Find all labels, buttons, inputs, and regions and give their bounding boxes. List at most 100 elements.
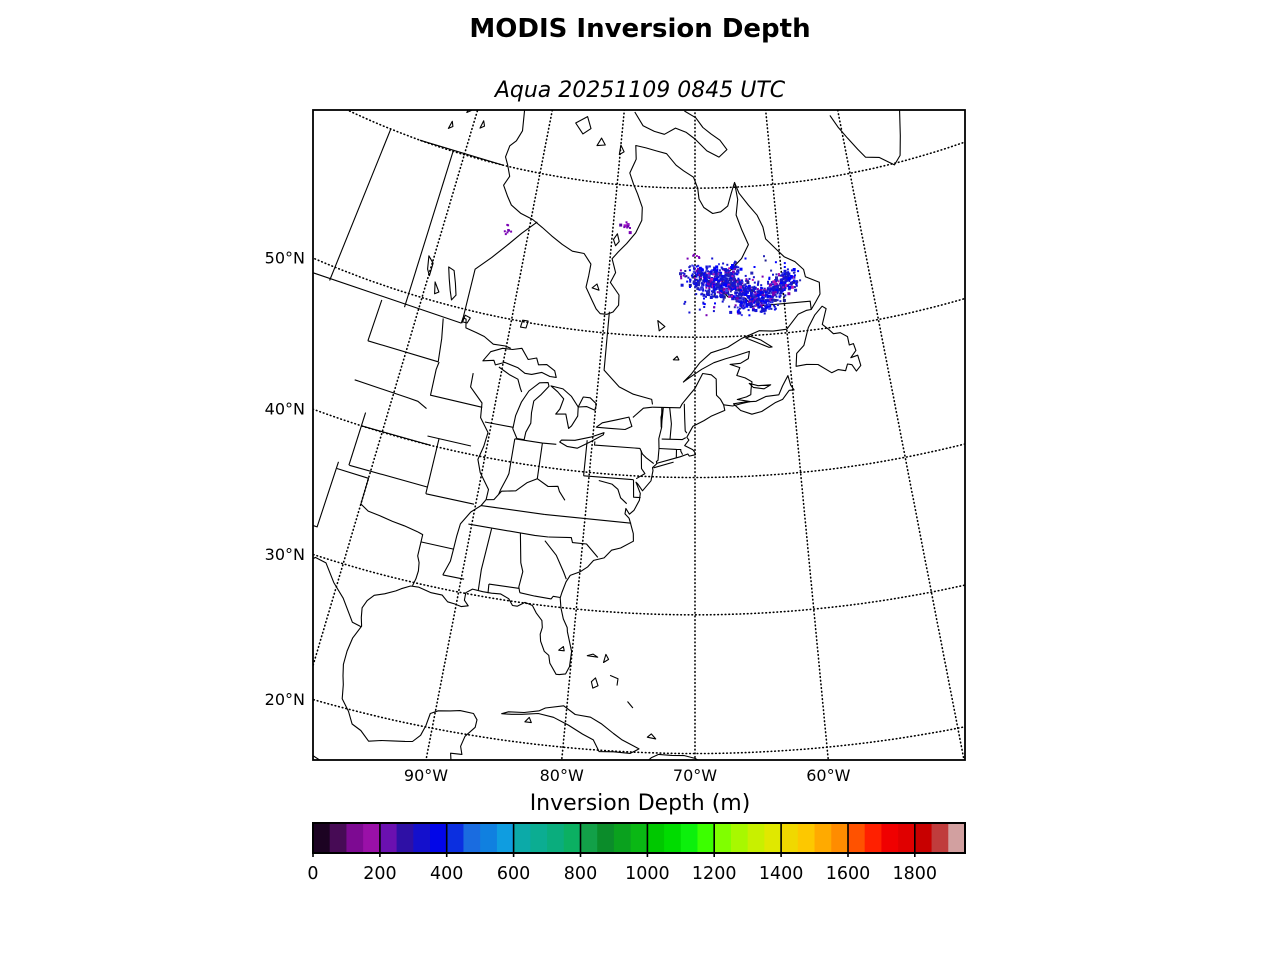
data-pixel [698, 276, 701, 278]
data-pixel [719, 287, 723, 291]
data-pixel [703, 273, 706, 276]
data-pixel [744, 283, 747, 286]
data-pixel [729, 286, 732, 289]
data-pixel [758, 299, 761, 302]
data-pixel [724, 273, 727, 276]
data-pixel [718, 269, 721, 272]
coastline-or-border [544, 513, 632, 524]
data-pixel [719, 294, 723, 298]
colorbar-segment [764, 823, 782, 853]
data-pixel [733, 287, 736, 290]
colorbar-segment [814, 823, 832, 853]
data-pixel [761, 293, 764, 296]
meridian-90W [425, 110, 554, 760]
data-pixel [784, 294, 787, 297]
data-pixel [699, 278, 702, 281]
data-pixel [760, 286, 763, 289]
data-pixel [712, 283, 715, 286]
data-pixel [709, 270, 712, 273]
data-pixel [718, 273, 721, 276]
lake-or-island [462, 314, 471, 324]
data-pixel [770, 281, 773, 284]
data-pixel [761, 295, 764, 298]
data-pixel [722, 288, 725, 291]
meridian-50W [836, 110, 965, 760]
data-pixel [727, 293, 730, 296]
data-pixel [695, 278, 698, 281]
data-pixel [733, 272, 736, 275]
data-pixel [753, 281, 756, 284]
data-pixel [779, 274, 782, 277]
data-pixel [700, 268, 704, 272]
data-pixel [715, 269, 719, 273]
colorbar-tick-label: 1400 [759, 864, 804, 884]
coastline-or-border [329, 128, 392, 281]
data-pixel [767, 303, 770, 306]
data-pixel [726, 281, 728, 284]
coastline-or-border [635, 450, 646, 480]
data-pixel [774, 279, 778, 282]
data-pixel [783, 287, 786, 290]
data-pixel [728, 288, 731, 291]
coastline-or-border [488, 583, 519, 589]
coastline-or-border [367, 299, 383, 341]
data-pixel [721, 300, 724, 303]
data-pixel [787, 277, 791, 281]
data-pixel [754, 291, 756, 294]
colorbar-segment [580, 823, 598, 853]
data-pixel [504, 233, 507, 236]
data-pixel [753, 301, 756, 304]
data-pixel [741, 279, 743, 282]
data-pixel [736, 280, 739, 283]
colorbar-tick-labels: 0 200 400 600 800 1000 1200 1400 1600 1800 [307, 864, 937, 884]
data-pixel [718, 263, 720, 266]
data-pixel [717, 280, 720, 283]
data-pixel [726, 263, 729, 266]
data-pixel [731, 270, 735, 274]
coastline-or-border [341, 404, 726, 760]
coastline-or-border [669, 407, 672, 440]
data-pixel [788, 280, 791, 283]
data-pixel [706, 280, 709, 283]
data-pixel [751, 278, 754, 281]
data-pixel [767, 299, 771, 303]
data-pixel [686, 280, 689, 283]
coastline-or-border [442, 574, 465, 580]
data-pixel [709, 296, 713, 299]
data-pixel [732, 280, 735, 283]
lat-tick-label: 30°N [265, 545, 305, 564]
lake-or-island [748, 382, 772, 390]
data-pixel [752, 293, 755, 296]
data-pixel [724, 291, 727, 294]
data-pixel [730, 272, 733, 274]
coastline-or-border [412, 531, 424, 586]
data-pixel [727, 273, 731, 277]
data-pixel [729, 282, 732, 285]
data-pixel [780, 288, 783, 291]
parallel-60N [345, 110, 965, 190]
colorbar-segment [346, 823, 364, 853]
data-pixel [783, 266, 786, 268]
data-pixel [737, 285, 739, 288]
lake-or-island [732, 375, 795, 415]
data-pixel [756, 288, 759, 291]
data-pixel [744, 286, 747, 289]
data-pixel [507, 229, 510, 231]
data-pixel [757, 298, 759, 301]
data-pixel [708, 294, 711, 297]
data-pixel [759, 304, 763, 308]
graticule-layer [313, 110, 965, 760]
coastline-or-border [419, 139, 504, 166]
data-pixel [749, 294, 752, 297]
data-pixel [701, 292, 704, 295]
data-pixel [781, 272, 784, 275]
data-pixel [752, 307, 755, 310]
lake-or-island [795, 305, 862, 374]
data-pixel [680, 275, 682, 278]
data-pixel [756, 283, 759, 286]
data-pixel [747, 309, 750, 312]
data-pixel [703, 297, 705, 300]
data-pixel [735, 299, 739, 303]
data-pixel [728, 277, 731, 280]
data-pixel [727, 283, 731, 287]
